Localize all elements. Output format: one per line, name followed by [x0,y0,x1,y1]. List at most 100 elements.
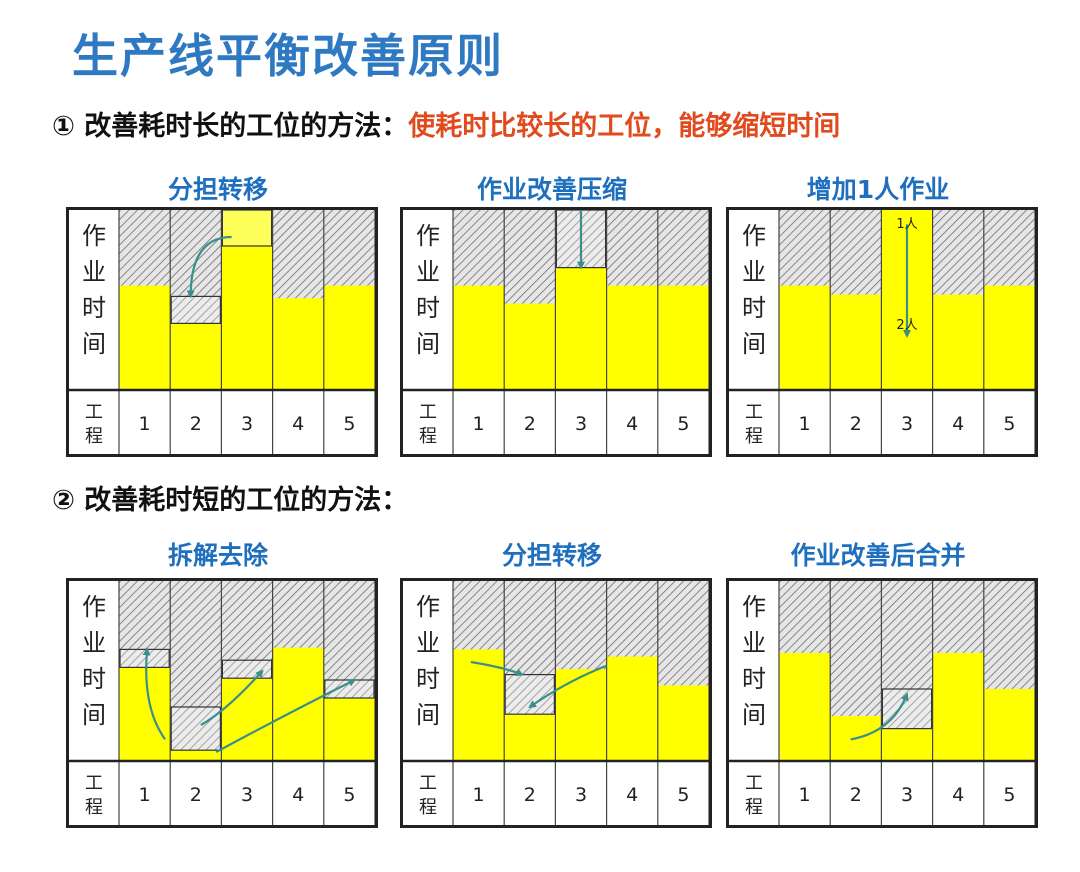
x-axis-label-char: 工 [419,773,437,794]
y-axis-label-char: 时 [416,665,440,693]
y-axis-label-char: 业 [742,629,766,657]
x-axis-label-char: 工 [745,773,763,794]
panel-3-chart: 作业时间工程 1 2 3 4 5 1人 2人 [726,207,1038,457]
panel-1-chart: 作业时间工程 1 2 3 4 5 [66,207,378,457]
x-axis-label-char: 程 [745,426,763,447]
station-label-3: 3 [901,784,913,806]
station-label-3: 3 [575,784,587,806]
bar-station-5 [983,689,1035,761]
station-label-5: 5 [1003,784,1015,806]
station-label-4: 4 [952,413,964,435]
y-axis-label-char: 时 [742,665,766,693]
x-axis-label-char: 程 [419,797,437,818]
y-axis-label-char: 时 [82,294,106,322]
y-axis-label-char: 间 [416,701,440,729]
panel-4-chart: 作业时间工程 1 2 3 4 5 [66,578,378,828]
label-one-person: 1人 [896,217,917,232]
panel-2-title: 作业改善压缩 [476,175,627,204]
bar-station-3 [555,669,607,761]
station-label-4: 4 [292,784,304,806]
station-label-1: 1 [139,413,151,435]
y-axis-label-char: 间 [742,701,766,729]
previous-level-station-3 [221,210,273,247]
panel-2-chart: 作业时间工程 1 2 3 4 5 [400,207,712,457]
bar-station-1 [779,285,831,390]
station-label-2: 2 [524,784,536,806]
station-label-1: 1 [473,413,485,435]
station-label-4: 4 [952,784,964,806]
y-axis-label-char: 时 [416,294,440,322]
y-axis-label-char: 间 [82,330,106,358]
bar-station-3 [555,267,607,390]
station-label-2: 2 [524,413,536,435]
station-label-2: 2 [190,413,202,435]
y-axis-label-char: 作 [416,593,440,621]
transfer-arrow [470,660,524,677]
bar-station-1 [119,667,171,761]
x-axis-label-char: 程 [745,797,763,818]
y-axis-label-char: 业 [742,258,766,286]
panel-5-chart: 作业时间工程 1 2 3 4 5 [400,578,712,828]
station-label-4: 4 [292,413,304,435]
station-label-5: 5 [677,784,689,806]
station-label-1: 1 [139,784,151,806]
bar-station-4 [606,285,658,390]
bar-station-2 [170,750,222,761]
bar-station-4 [272,298,324,390]
station-label-2: 2 [850,413,862,435]
y-axis-label-char: 时 [742,294,766,322]
previous-level-station-3 [221,659,273,679]
y-axis-label-char: 作 [742,593,766,621]
bar-station-4 [272,647,324,761]
bar-station-5 [983,285,1035,390]
station-label-5: 5 [343,784,355,806]
y-axis-label-char: 作 [416,222,440,250]
bar-station-2 [170,323,222,390]
panel-6-title: 作业改善后合并 [790,541,966,570]
x-axis-label-char: 工 [745,402,763,423]
panel-3-title: 增加1人作业 [806,175,950,204]
bar-station-2 [830,294,882,390]
y-axis-label-char: 作 [82,222,106,250]
y-axis-label-char: 业 [416,629,440,657]
bar-station-1 [453,649,505,761]
panel-5-title: 分担转移 [501,541,602,570]
x-axis-label-char: 程 [85,797,103,818]
previous-level-station-1 [119,648,170,669]
bar-station-5 [657,285,709,390]
y-axis-label-char: 业 [82,629,106,657]
station-label-3: 3 [901,413,913,435]
y-axis-label-char: 业 [416,258,440,286]
bar-station-1 [119,285,171,390]
section-1-label: 改善耗时长的工位的方法： [84,111,409,142]
station-label-1: 1 [799,784,811,806]
bar-station-5 [323,698,375,761]
section-2-label: 改善耗时短的工位的方法： [84,485,409,516]
section-1-heading: ① 改善耗时长的工位的方法：使耗时比较长的工位，能够缩短时间 [52,104,840,143]
bar-station-3 [221,678,273,761]
bar-station-4 [932,653,984,761]
station-label-3: 3 [575,413,587,435]
x-axis-label-char: 工 [85,402,103,423]
section-1-highlight: 使耗时比较长的工位，能够缩短时间 [408,111,841,142]
previous-level-station-3 [881,688,933,730]
page-title: 生产线平衡改善原则 [72,29,504,83]
y-axis-label-char: 作 [742,222,766,250]
station-label-3: 3 [241,413,253,435]
y-axis-label-char: 作 [82,593,106,621]
previous-level-station-2 [170,295,221,325]
section-2-marker: ② [52,485,75,516]
station-label-4: 4 [626,413,638,435]
x-axis-label-char: 程 [85,426,103,447]
y-axis-label-char: 时 [82,665,106,693]
station-label-1: 1 [473,784,485,806]
station-label-5: 5 [1003,413,1015,435]
station-label-1: 1 [799,413,811,435]
bar-station-2 [504,303,556,390]
x-axis-label-char: 程 [419,426,437,447]
x-axis-label-char: 工 [419,402,437,423]
